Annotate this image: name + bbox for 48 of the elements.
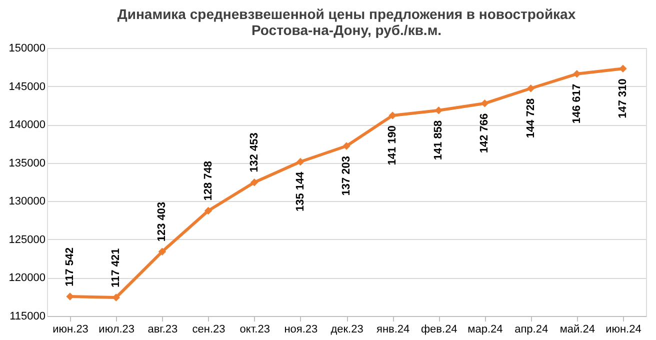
- point: [434, 106, 443, 114]
- y-tick-label: 125000: [8, 234, 46, 246]
- data-label: 117 421: [110, 248, 122, 288]
- x-tick-label: июл.23: [98, 324, 135, 336]
- data-label: 144 728: [524, 98, 537, 138]
- text: Ростова-на-Дону, руб./кв.м.: [251, 22, 442, 38]
- y-tick-label: 145000: [8, 80, 46, 93]
- x-tick-label: янв.24: [376, 324, 410, 336]
- point: [158, 248, 166, 256]
- data-label: 141 858: [432, 120, 445, 160]
- y-tick-label: 140000: [8, 119, 46, 132]
- x-tick-label: сен.23: [192, 324, 226, 336]
- point: [342, 142, 350, 150]
- point: [526, 84, 535, 92]
- x-tick-label: июн.23: [52, 324, 88, 336]
- data-label: 141 190: [386, 125, 399, 166]
- x-tick-label: ноя.23: [284, 324, 318, 336]
- y-tick-label: 135000: [8, 157, 46, 170]
- x-tick-label: фев.24: [421, 324, 458, 336]
- data-label: 132 453: [248, 132, 260, 172]
- data-label: 146 617: [570, 84, 583, 124]
- text: Динамика средневзвешенной цены предложения в новостройках: [117, 6, 576, 22]
- y-tick-label: 130000: [8, 196, 46, 208]
- point: [480, 100, 489, 108]
- point: [66, 292, 74, 300]
- point: [296, 158, 304, 166]
- x-tick-label: дек.23: [330, 324, 364, 336]
- data-label: 128 748: [202, 160, 214, 201]
- x-tick-label: авг.23: [148, 324, 178, 336]
- point: [250, 178, 258, 186]
- data-label: 142 766: [478, 113, 491, 154]
- x-tick-label: мар.24: [468, 324, 503, 336]
- data-label: 135 144: [294, 170, 306, 212]
- data-label: 117 542: [64, 247, 76, 287]
- point: [204, 206, 212, 215]
- x-tick-label: май.24: [560, 324, 595, 336]
- y-tick-label: 120000: [8, 272, 46, 284]
- data-label: 137 203: [340, 156, 352, 196]
- data-label: 147 310: [616, 78, 629, 118]
- y-tick-label: 115000: [10, 310, 46, 322]
- point: [388, 112, 396, 120]
- x-tick-label: июн.24: [606, 324, 642, 336]
- point: [619, 64, 627, 72]
- x-tick-label: окт.23: [240, 324, 270, 336]
- data-label: 123 403: [156, 202, 168, 242]
- x-tick-label: апр.24: [514, 324, 548, 336]
- point: [573, 70, 581, 78]
- y-tick-label: 150000: [8, 42, 46, 54]
